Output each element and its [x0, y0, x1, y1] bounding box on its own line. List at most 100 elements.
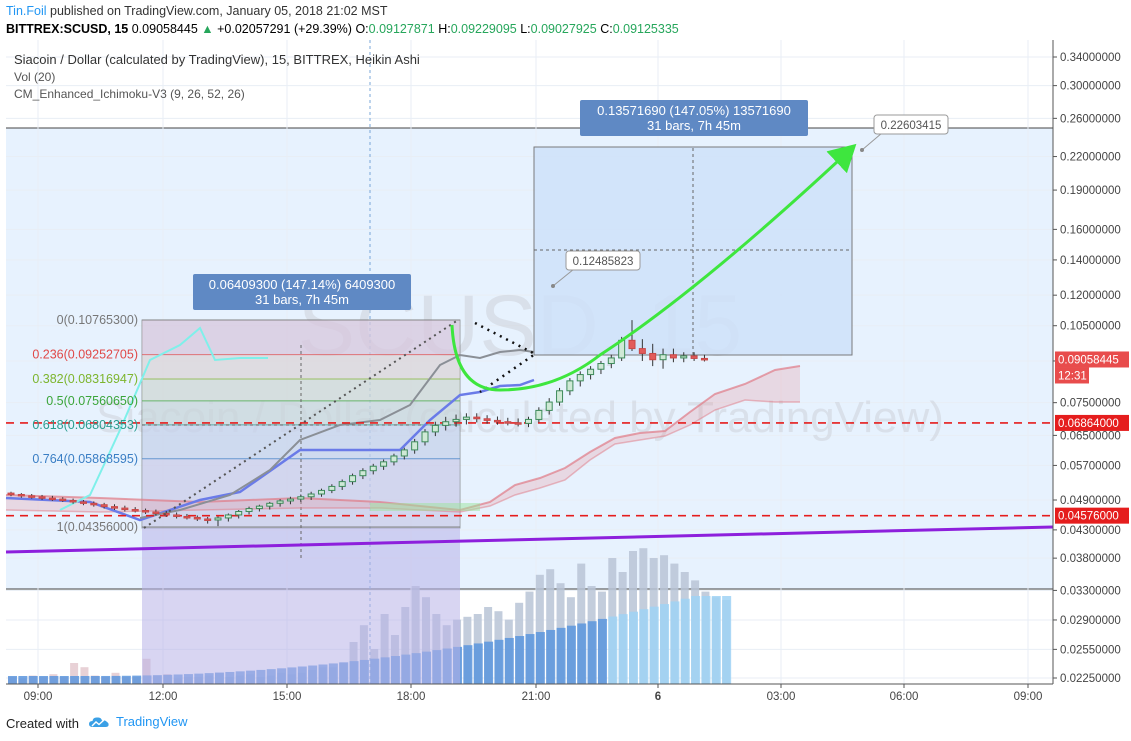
candle-body [607, 357, 615, 365]
volume-indicator-label: Vol (20) [14, 70, 55, 84]
price-tick-label: 0.26000000 [1060, 113, 1121, 125]
publish-line: Tin.Foil published on TradingView.com, J… [6, 4, 387, 18]
footer: Created with TradingView [0, 705, 1131, 741]
volume-average-bar [90, 676, 100, 684]
author-link[interactable]: Tin.Foil [6, 4, 47, 18]
candle-body [245, 508, 253, 512]
callout-1-text: 0.12485823 [573, 256, 634, 268]
published-text: published on TradingView.com, January 05… [50, 4, 388, 18]
candle-body [566, 380, 574, 392]
price-label-box [1055, 367, 1089, 384]
candle-body [235, 510, 243, 516]
time-tick-label: 09:00 [24, 691, 53, 703]
price-tick-label: 0.02550000 [1060, 644, 1121, 656]
price-tick-label: 0.03300000 [1060, 585, 1121, 597]
candle-body [224, 514, 232, 519]
candle-body [17, 493, 25, 497]
measure-2-label-box [580, 100, 808, 136]
volume-average-bar [566, 625, 576, 684]
candle-body [297, 496, 305, 500]
price-tick-label: 0.02250000 [1060, 673, 1121, 685]
volume-bar [80, 667, 89, 684]
time-tick-label: 21:00 [522, 691, 551, 703]
candle-body [514, 422, 522, 425]
volume-average-bar [525, 634, 535, 684]
candle-body [111, 506, 118, 509]
last-price: 0.09058445 [131, 22, 198, 36]
volume-average-bar [711, 596, 721, 684]
volume-average-bar [515, 636, 525, 684]
volume-average-bar [546, 629, 556, 684]
candle-body [338, 481, 346, 487]
high-label: H: [438, 22, 451, 36]
candle-body [69, 499, 77, 503]
time-tick-label: 18:00 [397, 691, 426, 703]
cloud-icon [89, 716, 109, 727]
volume-average-bar [504, 637, 514, 684]
price-label-text: 0.09058445 [1058, 354, 1119, 366]
candle-body [183, 515, 191, 519]
candle-body [556, 390, 564, 403]
volume-average-bar [8, 676, 17, 684]
tradingview-label: TradingView [116, 714, 188, 729]
candle-body [328, 485, 336, 491]
price-tick-label: 0.34000000 [1060, 52, 1121, 64]
chart-title: Siacoin / Dollar (calculated by TradingV… [14, 52, 420, 67]
fibonacci-level-label: 0.5(0.07560650) [46, 394, 138, 408]
candle-body [690, 355, 698, 359]
triangle-pattern[interactable] [474, 321, 538, 394]
volume-average-bar [49, 676, 59, 684]
price-tick-label: 0.06500000 [1060, 430, 1121, 442]
candle-body [204, 518, 212, 521]
fibonacci-level-label: 0.236(0.09252705) [32, 348, 138, 362]
candle-body [307, 493, 315, 498]
candle-body [121, 507, 129, 511]
time-tick-label: 09:00 [1014, 691, 1043, 703]
candle-body [38, 496, 46, 499]
fibonacci-band [142, 320, 460, 355]
measure-2-label-text: 0.13571690 (147.05%) 13571690 [597, 103, 791, 118]
time-axis-bg [0, 684, 1053, 705]
open-value: 0.09127871 [368, 22, 435, 36]
dotted-trendline[interactable] [143, 319, 459, 529]
volume-average-bar [680, 598, 690, 684]
close-value: 0.09125335 [612, 22, 679, 36]
high-value: 0.09229095 [450, 22, 517, 36]
callout-2[interactable]: 0.22603415 [860, 114, 949, 152]
volume-average-bar [649, 606, 659, 684]
low-value: 0.09027925 [530, 22, 597, 36]
tenkan-sen [139, 348, 535, 519]
time-tick-label: 6 [655, 691, 661, 703]
candle-body [173, 514, 181, 517]
volume-average-bar [28, 676, 38, 684]
callout-1[interactable]: 0.12485823 [551, 250, 641, 288]
volume-average-bar [80, 676, 90, 684]
candle-body [79, 501, 87, 504]
time-tick-label: 15:00 [273, 691, 302, 703]
measure-1-label-text: 0.06409300 (147.14%) 6409300 [209, 277, 396, 292]
candle-body [214, 517, 222, 521]
price-label-text: 12:31 [1058, 370, 1087, 382]
measure-2-label-text: 31 bars, 7h 45m [647, 118, 741, 133]
volume-average-bar [18, 676, 28, 684]
volume-average-bar [556, 627, 566, 684]
senkou-span-b [5, 399, 800, 513]
purple-trendline[interactable] [5, 525, 1054, 554]
volume-average-bar [463, 645, 473, 684]
callout-2-dot [860, 148, 864, 152]
tradingview-brand[interactable]: TradingView [88, 714, 188, 729]
chikou-span [59, 326, 268, 511]
projection-arrow[interactable] [450, 143, 857, 392]
volume-average-bar [39, 676, 49, 684]
callout-1-dot [551, 284, 555, 288]
candle-body [659, 354, 667, 361]
price-tick-label: 0.12000000 [1060, 290, 1121, 302]
volume-average-bar [111, 675, 121, 684]
candle-body [255, 505, 263, 510]
candle-body [525, 418, 532, 424]
price-label-text: 0.04576000 [1058, 511, 1119, 523]
volume-average-bar [608, 616, 618, 684]
